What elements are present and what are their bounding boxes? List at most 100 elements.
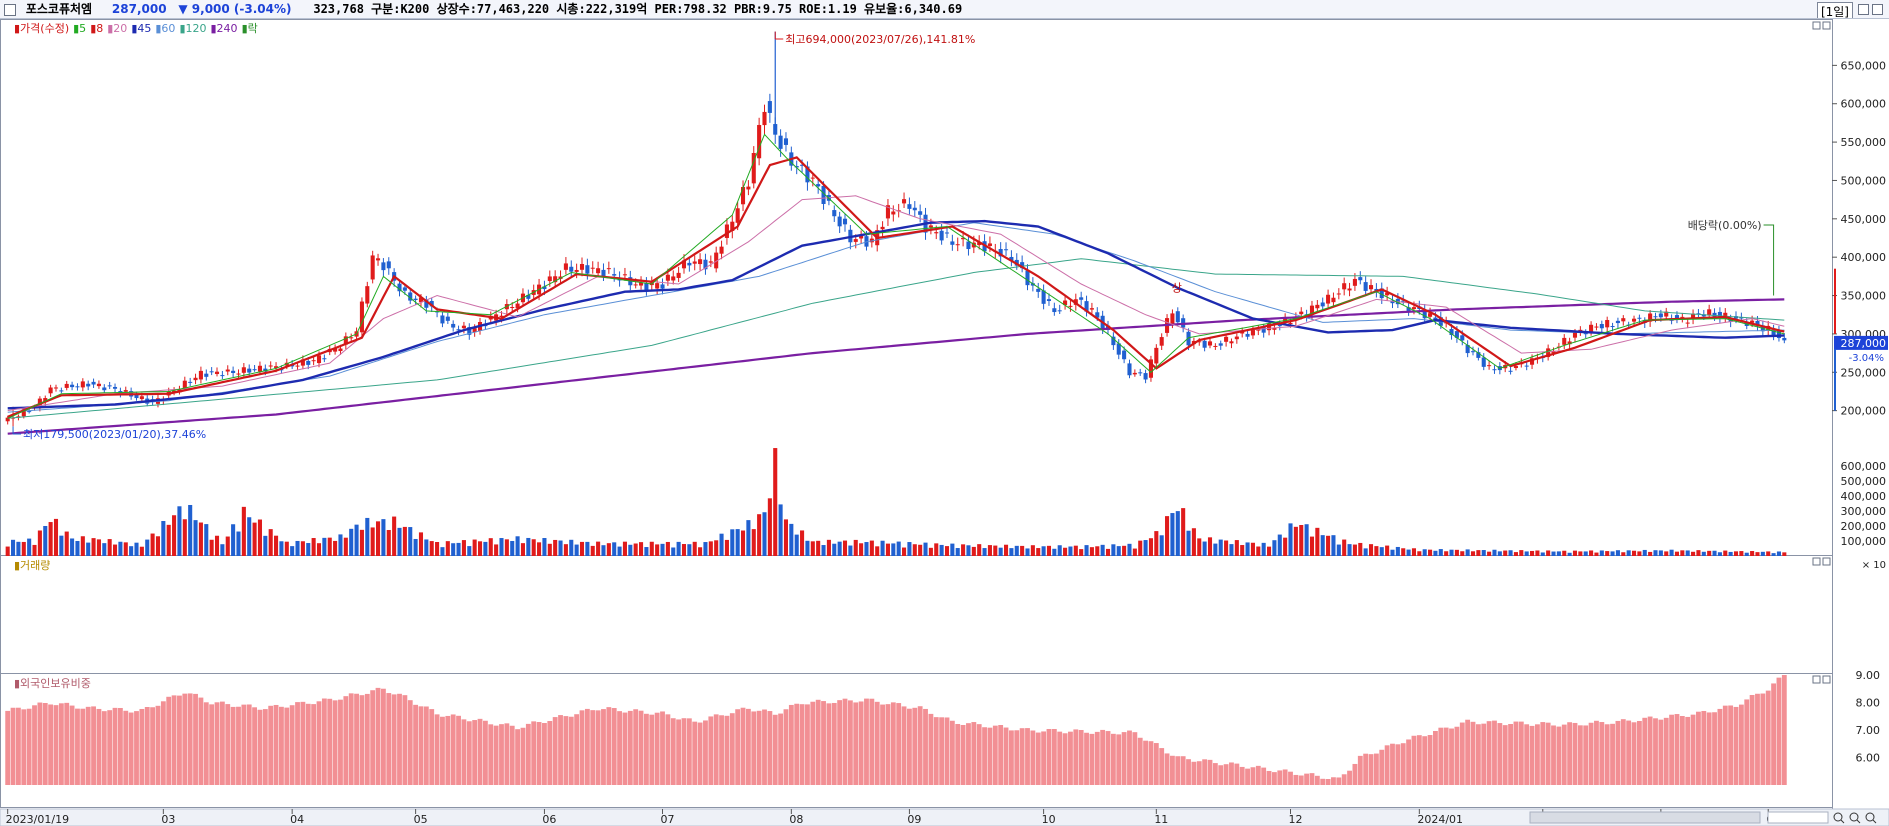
foreign-bar — [1674, 714, 1680, 785]
volume-bar — [1390, 549, 1395, 556]
volume-bar — [1111, 544, 1116, 556]
foreign-bar — [654, 712, 660, 785]
foreign-bar — [477, 718, 483, 785]
volume-bar — [579, 541, 585, 556]
foreign-bar — [595, 710, 601, 785]
candle-body — [714, 252, 719, 269]
foreign-bar — [1728, 705, 1734, 785]
price-change: ▼ 9,000 (-3.04%) — [178, 2, 292, 16]
volume-bar — [1326, 535, 1331, 556]
foreign-ownership-label: ▮외국인보유비중 — [14, 677, 91, 690]
volume-bar — [429, 541, 434, 556]
volume-bar — [1497, 551, 1502, 556]
minimize-icon[interactable] — [1858, 4, 1869, 15]
foreign-bar — [1545, 722, 1551, 785]
candle-body — [64, 383, 69, 388]
volume-bar — [32, 544, 37, 556]
candle-body — [1309, 305, 1315, 315]
candle-body — [1036, 288, 1041, 292]
stock-chart[interactable]: 650,000 600,000 550,000 500,000 450,000 400,0… — [0, 19, 1889, 826]
volume-bar — [649, 541, 654, 556]
volume-bar — [1197, 538, 1202, 556]
candle-body — [1599, 324, 1604, 329]
candle-body — [1148, 359, 1153, 378]
candle-body — [1138, 372, 1143, 374]
candle-body — [408, 292, 413, 301]
volume-bar — [971, 546, 976, 556]
foreign-bar — [762, 709, 767, 785]
stock-info: 323,768 구분:K200 상장수:77,463,220 시총:222,31… — [313, 2, 963, 16]
volume-bar — [687, 544, 692, 556]
candle-body — [1680, 316, 1685, 318]
volume-bar — [1460, 551, 1465, 556]
candle-body — [1428, 313, 1433, 317]
foreign-bar — [26, 708, 32, 785]
candle-body — [1202, 340, 1207, 348]
volume-bar — [998, 547, 1003, 556]
candle-body — [21, 409, 26, 417]
candle-body — [1691, 313, 1696, 319]
volume-bar — [397, 527, 402, 556]
foreign-bar — [1250, 767, 1256, 785]
candle-body — [456, 329, 461, 331]
foreign-bar — [295, 702, 300, 785]
foreign-bar — [1331, 777, 1336, 785]
volume-bar — [1583, 551, 1588, 556]
volume-bar — [220, 544, 225, 556]
volume-bar — [80, 536, 85, 556]
candle-body — [1750, 320, 1755, 323]
candle-body — [1368, 285, 1374, 290]
candle-body — [590, 267, 595, 269]
volume-bar — [1277, 534, 1282, 556]
volume-bar — [1599, 550, 1604, 556]
foreign-bar — [429, 709, 435, 785]
period-button[interactable]: [1일] — [1816, 2, 1853, 18]
legend-item-1: ▮5 — [73, 22, 87, 35]
foreign-bar — [874, 701, 880, 785]
candle-body — [1261, 327, 1266, 333]
foreign-bar — [1776, 677, 1782, 785]
foreign-bar — [676, 719, 682, 785]
candle-body — [671, 276, 676, 281]
foreign-bar — [939, 717, 945, 785]
foreign-bar — [751, 711, 757, 785]
volume-bar — [950, 543, 955, 556]
volume-bar — [1556, 551, 1561, 556]
candle-body — [268, 365, 273, 367]
volume-bar — [1089, 547, 1094, 556]
candle-body — [1701, 314, 1706, 317]
foreign-bar — [880, 704, 885, 785]
volume-bar — [553, 539, 558, 556]
select-checkbox[interactable] — [4, 4, 16, 16]
volume-bar — [1234, 540, 1239, 556]
volume-bar — [644, 547, 649, 556]
candle-body — [563, 263, 568, 270]
foreign-bar — [944, 717, 950, 785]
volume-bar — [1637, 551, 1642, 556]
volume-bar — [1766, 551, 1771, 556]
foreign-bar — [203, 702, 209, 785]
candle-body — [1385, 292, 1390, 296]
candle-body — [783, 138, 789, 145]
foreign-bar — [321, 698, 327, 785]
foreign-bar — [139, 708, 145, 785]
foreign-bar — [1041, 731, 1047, 785]
foreign-bar — [1658, 719, 1664, 785]
foreign-bar — [364, 693, 370, 785]
volume-bar — [1691, 551, 1696, 556]
foreign-bar — [1100, 729, 1106, 785]
candle-body — [1207, 341, 1213, 346]
volume-bar — [1449, 549, 1454, 556]
volume-bar — [284, 541, 289, 556]
volume-bar — [1320, 535, 1325, 556]
volume-bar — [1266, 546, 1272, 556]
volume-bar — [472, 539, 477, 556]
candle-body — [445, 316, 450, 321]
foreign-bar — [380, 688, 386, 785]
maximize-icon[interactable] — [1872, 4, 1883, 15]
volume-bar — [842, 540, 848, 556]
candle-body — [59, 390, 64, 392]
foreign-bar — [117, 707, 123, 785]
foreign-bar — [552, 717, 558, 785]
volume-bar — [306, 543, 311, 556]
